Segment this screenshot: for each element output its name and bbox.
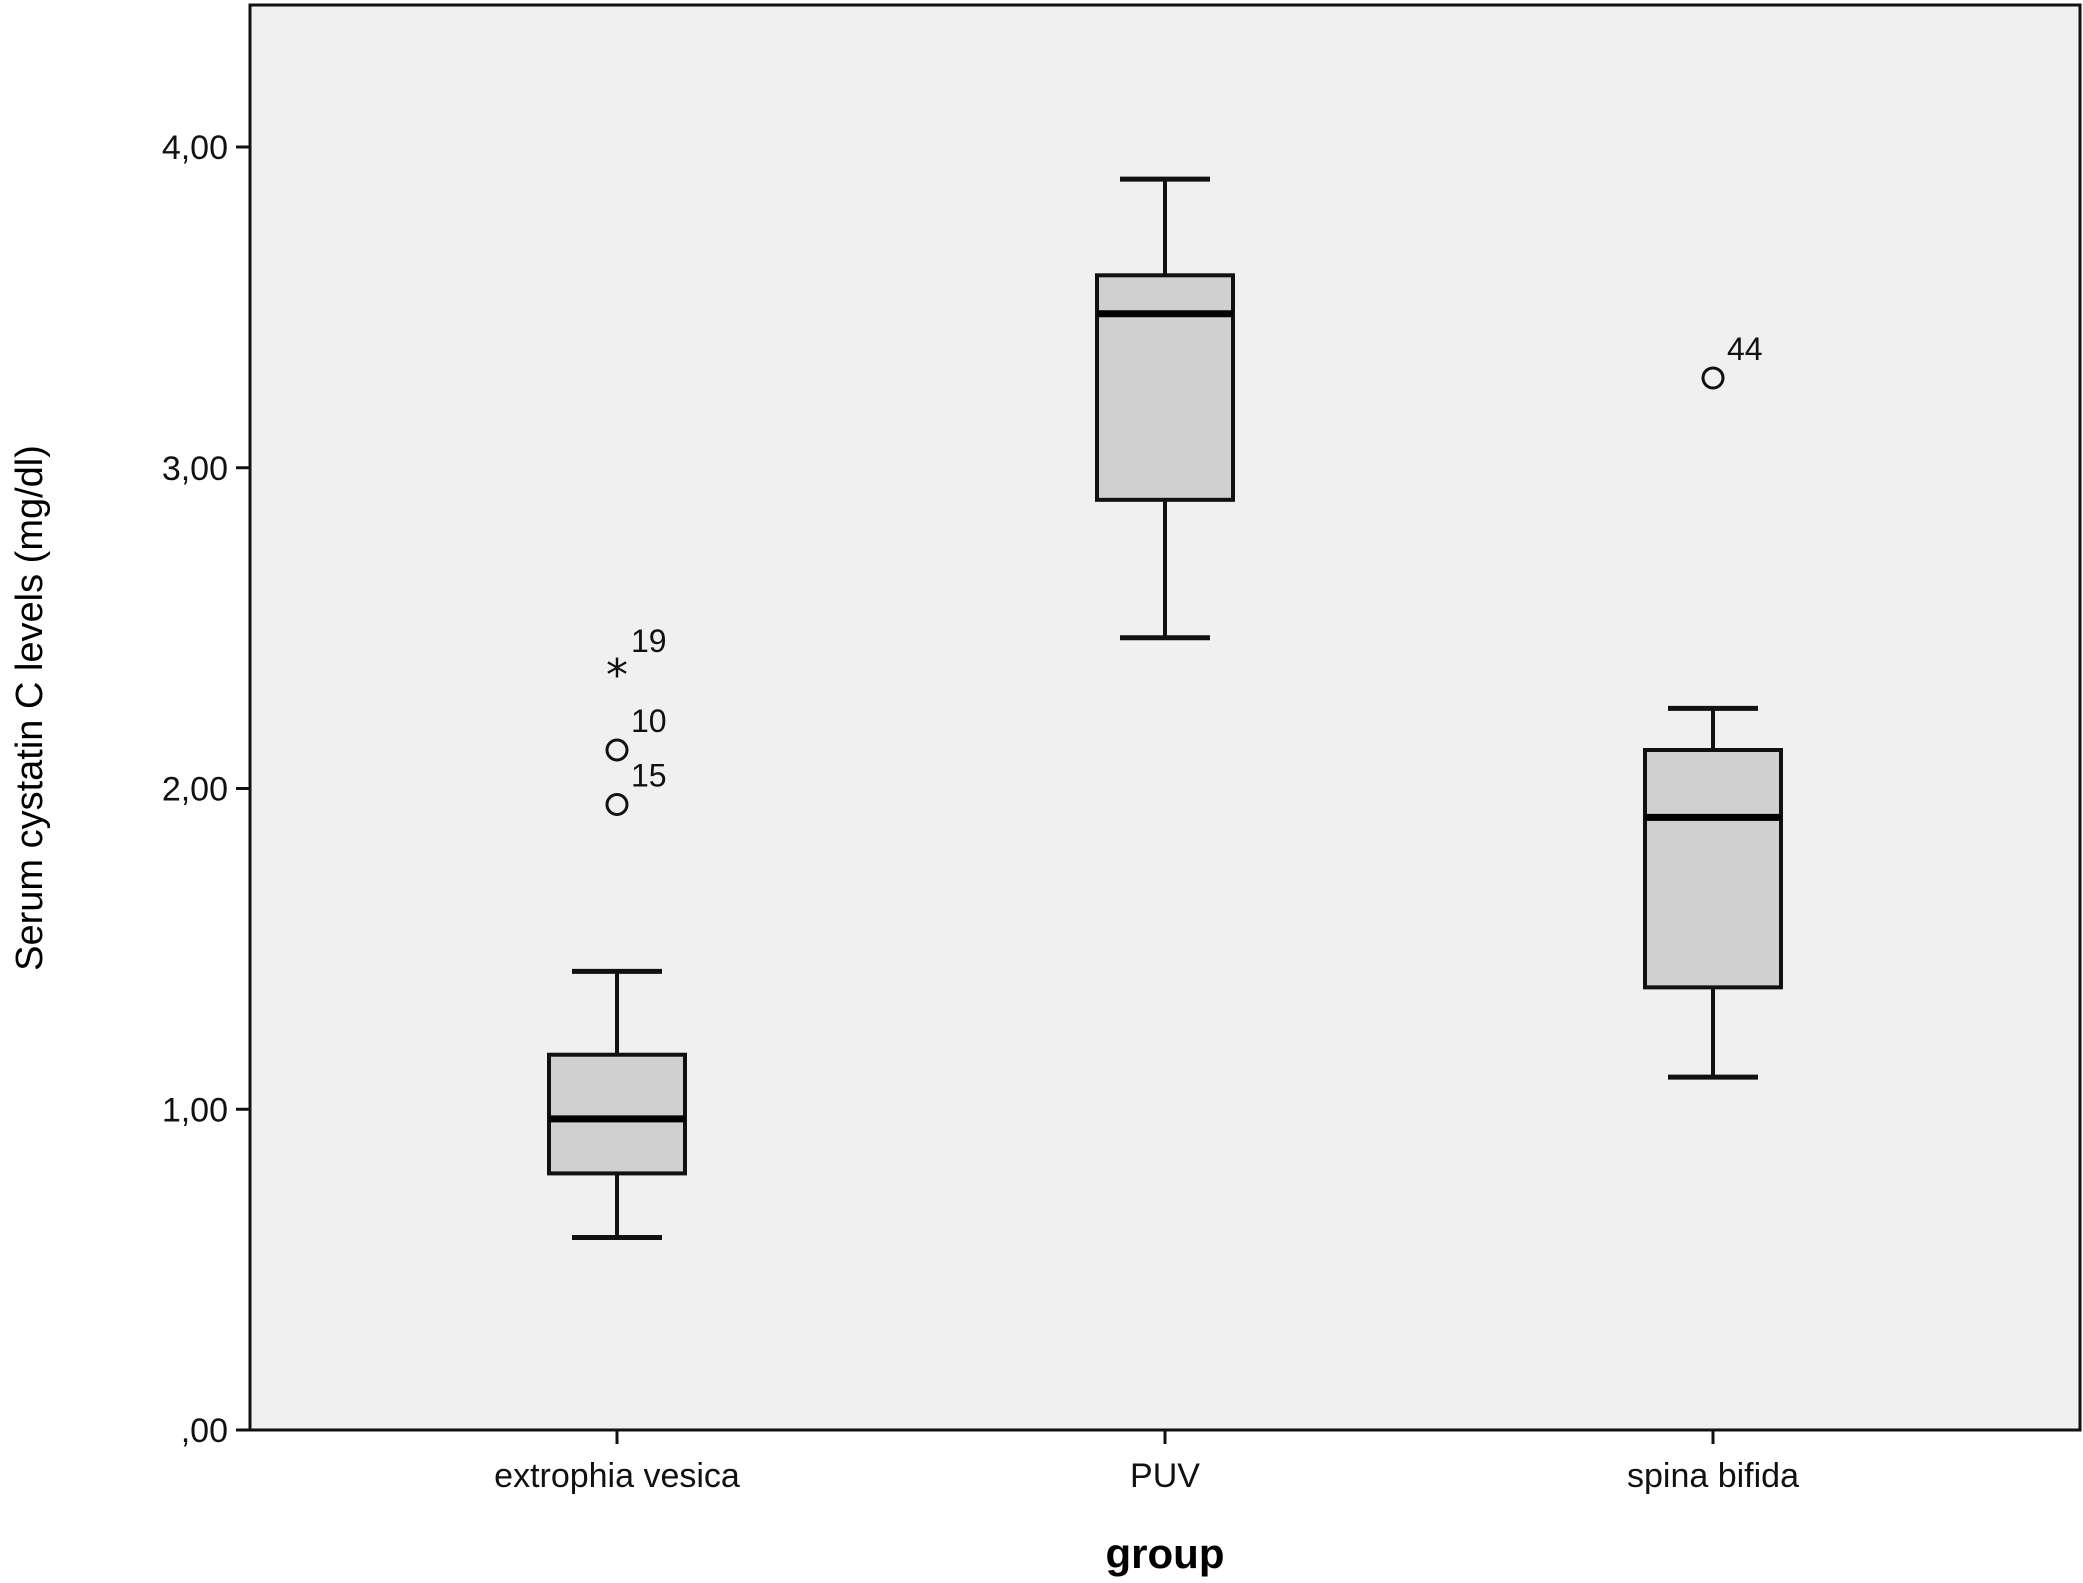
- box-group: *19 10 15: [547, 623, 687, 1241]
- box: [1643, 748, 1783, 990]
- outlier-circle: [605, 793, 629, 817]
- boxes: *19 10 15 44: [547, 176, 1783, 1241]
- outlier-circle: [1701, 366, 1725, 390]
- outlier-circle: [605, 738, 629, 762]
- x-tick-label: spina bifida: [1627, 1457, 1799, 1495]
- box: [547, 1052, 687, 1176]
- y-tick-label: ,00: [181, 1412, 228, 1450]
- x-tick-label: extrophia vesica: [494, 1457, 740, 1495]
- x-tick-label: PUV: [1130, 1457, 1200, 1495]
- outlier-label: 44: [1727, 331, 1763, 367]
- y-tick-label: 2,00: [162, 771, 228, 809]
- y-axis: ,00 1,00 2,00 3,00 4,00: [162, 129, 250, 1450]
- box-group: 44: [1643, 331, 1783, 1080]
- outlier-label: 19: [631, 623, 667, 659]
- box: [1095, 273, 1235, 502]
- y-axis-title: Serum cystatin C levels (mg/dl): [9, 445, 51, 971]
- y-tick-label: 1,00: [162, 1091, 228, 1129]
- extreme-outlier-star: *: [606, 650, 628, 701]
- outlier-label: 15: [631, 758, 667, 794]
- y-tick-label: 3,00: [162, 450, 228, 488]
- box-group: [1095, 176, 1235, 641]
- outlier-label: 10: [631, 703, 667, 739]
- y-tick-label: 4,00: [162, 129, 228, 167]
- x-axis-title: group: [1106, 1530, 1225, 1577]
- x-axis: extrophia vesica PUV spina bifida: [494, 1430, 1799, 1495]
